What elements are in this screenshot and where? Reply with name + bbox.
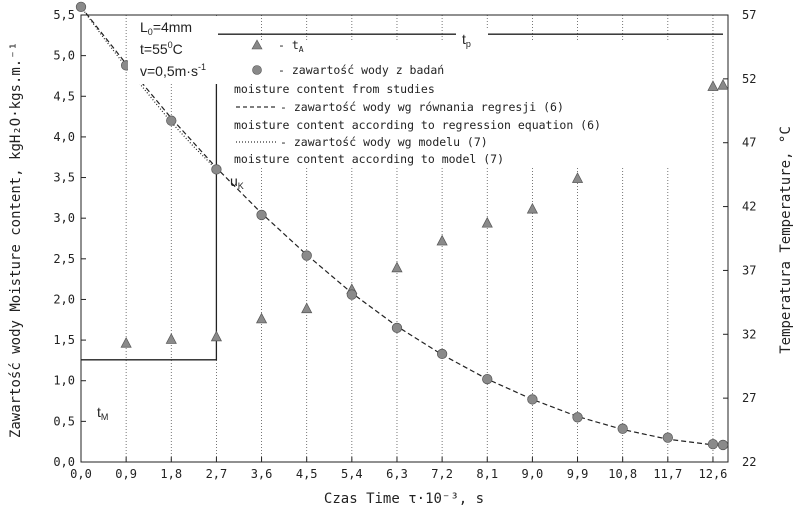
temperature-point (210, 330, 222, 342)
moisture-point (572, 412, 583, 423)
y-axis-ticks: 0,0 0,5 1,0 1,5 2,0 2,5 3,0 3,5 4,0 4,5 5,0 5,5 (53, 8, 86, 469)
y-tick-label: 0,0 (53, 455, 75, 469)
x-axis-ticks: 0,0 0,9 1,8 2,7 3,6 4,5 5,4 6,3 7,2 8,1 9,0 9,9 10,8… (70, 457, 727, 481)
moisture-point (211, 164, 222, 175)
series-markers (75, 1, 729, 451)
x-tick-label: 9,0 (522, 467, 544, 481)
moisture-point (717, 439, 729, 451)
moisture-point (662, 432, 673, 443)
x-axis-label: Czas Time τ·10⁻³, s (324, 491, 484, 507)
legend-entry-regression-en: moisture content according to regression… (234, 118, 601, 132)
y-tick-label: 2,5 (53, 252, 75, 266)
y2-tick-label: 57 (742, 8, 756, 22)
moisture-point (75, 1, 87, 13)
y2-axis-label: Temperatura Temperature, °C (778, 126, 794, 354)
legend-entry-ta: - tA (278, 38, 304, 54)
temperature-point (526, 202, 538, 214)
y2-tick-label: 37 (742, 263, 756, 277)
y-tick-label: 0,5 (53, 414, 75, 428)
y-tick-label: 5,0 (53, 49, 75, 63)
x-tick-label: 6,3 (386, 467, 408, 481)
moisture-point (391, 322, 403, 334)
legend-entry-model: - zawartość wody wg modelu (7) (280, 135, 488, 149)
temperature-point (481, 216, 493, 228)
x-tick-label: 9,9 (567, 467, 589, 481)
x-tick-label: 2,7 (206, 467, 228, 481)
y2-tick-label: 52 (742, 72, 756, 86)
annotation-tm: tM (92, 402, 118, 422)
svg-text:tp: tp (462, 31, 471, 49)
condition-t: t=550C (140, 40, 183, 57)
temperature-point (120, 336, 132, 348)
y-tick-label: 5,5 (53, 8, 75, 22)
y2-axis-ticks: 22 27 32 37 42 47 52 57 (723, 8, 756, 469)
y2-tick-label: 27 (742, 391, 756, 405)
y-axis-label: Zawartość wody Moisture content, kgH₂O·k… (8, 42, 24, 438)
temperature-point (707, 80, 719, 91)
legend-entry-model-en: moisture content according to model (7) (234, 152, 504, 166)
moisture-point (436, 348, 448, 360)
y-tick-label: 1,0 (53, 374, 75, 388)
y-tick-label: 3,5 (53, 171, 75, 185)
x-tick-label: 7,2 (431, 467, 453, 481)
legend-entry-studies-en: moisture content from studies (234, 82, 435, 96)
x-tick-label: 10,8 (608, 467, 637, 481)
moisture-point (527, 394, 538, 405)
legend-circle-marker (252, 65, 262, 75)
x-tick-label: 1,8 (160, 467, 182, 481)
y2-tick-label: 42 (742, 200, 756, 214)
moisture-point (482, 373, 493, 385)
condition-v: v=0,5m·s-1 (140, 62, 206, 79)
y-tick-label: 4,0 (53, 130, 75, 144)
moisture-point (256, 209, 267, 221)
condition-l0: L0=4mm (140, 19, 192, 37)
y2-tick-label: 32 (742, 327, 756, 341)
annotation-uk: uK (230, 173, 244, 191)
moisture-point (346, 289, 357, 300)
y2-tick-label: 47 (742, 136, 756, 150)
moisture-point (617, 423, 628, 434)
temperature-point (571, 172, 584, 183)
grid (125, 15, 714, 462)
plot-frame (80, 14, 729, 463)
temperature-point (717, 78, 729, 90)
x-tick-label: 0,0 (70, 467, 92, 481)
x-tick-label: 4,5 (296, 467, 318, 481)
moisture-point (301, 250, 312, 261)
x-tick-label: 8,1 (476, 467, 498, 481)
legend: - tA - zawartość wody z badań moisture c… (228, 38, 698, 168)
temperature-point (436, 234, 448, 246)
conditions-box: L0=4mm t=550C v=0,5m·s-1 (128, 16, 218, 84)
y-tick-label: 2,0 (53, 292, 75, 306)
temperature-point (165, 333, 177, 344)
legend-entry-studies: - zawartość wody z badań (278, 63, 444, 77)
y-tick-label: 4,5 (53, 89, 75, 103)
temperature-point (301, 302, 313, 314)
moisture-point (707, 438, 719, 450)
y-tick-label: 3,0 (53, 211, 75, 225)
x-tick-label: 3,6 (251, 467, 273, 481)
temperature-point (255, 312, 268, 324)
y-tick-label: 1,5 (53, 333, 75, 347)
x-tick-label: 0,9 (115, 467, 137, 481)
temperature-point (391, 261, 403, 273)
legend-entry-regression: - zawartość wody wg równania regresji (6… (280, 100, 564, 114)
y2-tick-label: 22 (742, 455, 756, 469)
x-tick-label: 11,7 (653, 467, 682, 481)
legend-triangle-marker (251, 39, 263, 50)
moisture-point (166, 115, 177, 126)
svg-text:tM: tM (97, 404, 108, 422)
x-tick-label: 12,6 (699, 467, 728, 481)
series-line-dashed (80, 6, 724, 447)
x-tick-label: 5,4 (341, 467, 363, 481)
annotation-tp: tp (456, 28, 488, 49)
